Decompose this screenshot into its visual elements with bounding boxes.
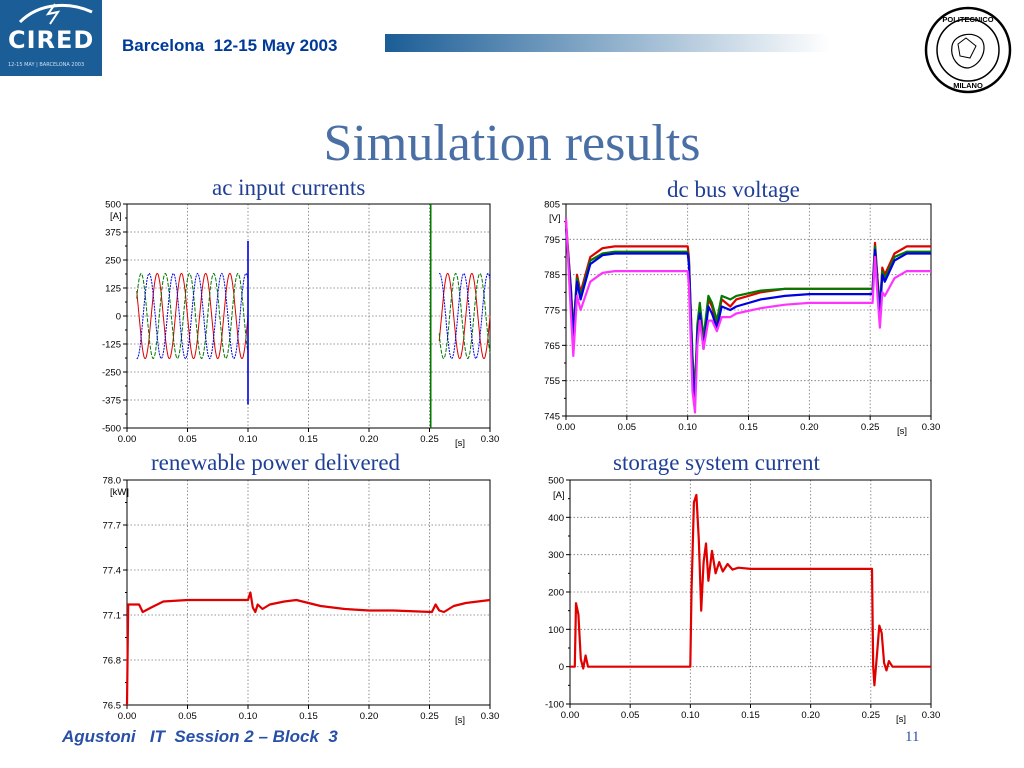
x-tick-label: 0.05 bbox=[621, 710, 640, 721]
series-line-blue bbox=[136, 272, 491, 360]
x-unit-label: [s] bbox=[896, 714, 906, 725]
x-tick-label: 0.05 bbox=[178, 711, 197, 722]
y-tick-label: 76.5 bbox=[103, 701, 122, 712]
y-tick-label: -125 bbox=[102, 340, 121, 351]
x-tick-label: 0.25 bbox=[861, 422, 880, 433]
y-tick-label: 795 bbox=[544, 235, 560, 246]
y-tick-label: 765 bbox=[544, 341, 560, 352]
logo-text: CIRED bbox=[8, 26, 95, 54]
y-tick-label: 77.4 bbox=[103, 566, 122, 577]
x-tick-label: 0.15 bbox=[299, 711, 318, 722]
x-unit-label: [s] bbox=[455, 438, 465, 449]
x-tick-label: 0.25 bbox=[420, 711, 439, 722]
y-tick-label: 775 bbox=[544, 306, 560, 317]
x-tick-label: 0.00 bbox=[118, 711, 137, 722]
y-tick-label: 805 bbox=[544, 200, 560, 211]
series-line-red bbox=[125, 591, 491, 706]
y-tick-label: 100 bbox=[548, 625, 564, 636]
y-tick-label: 77.7 bbox=[103, 521, 122, 532]
chart-title-storage-current: storage system current bbox=[613, 450, 820, 475]
y-unit-label: [kW] bbox=[110, 487, 129, 498]
y-unit-label: [A] bbox=[553, 490, 565, 501]
series-line-green bbox=[136, 272, 491, 360]
chart-title-dc-voltage: dc bus voltage bbox=[667, 177, 800, 202]
y-tick-label: 785 bbox=[544, 270, 560, 281]
x-tick-label: 0.10 bbox=[239, 711, 258, 722]
y-tick-label: 300 bbox=[548, 550, 564, 561]
x-tick-label: 0.20 bbox=[800, 422, 819, 433]
page-number: 11 bbox=[905, 729, 920, 745]
event-label: Barcelona 12-15 May 2003 bbox=[122, 36, 338, 55]
y-tick-label: 745 bbox=[544, 412, 560, 423]
series-line-red bbox=[570, 493, 931, 687]
y-tick-label: -100 bbox=[545, 700, 564, 711]
y-tick-label: 250 bbox=[105, 256, 121, 267]
x-tick-label: 0.20 bbox=[801, 710, 820, 721]
x-unit-label: [s] bbox=[455, 715, 465, 726]
y-tick-label: 76.8 bbox=[103, 656, 122, 667]
y-tick-label: 400 bbox=[548, 513, 564, 524]
x-tick-label: 0.10 bbox=[681, 710, 700, 721]
header-gradient-bar bbox=[385, 34, 830, 52]
seal-top-text: POLITECNICO bbox=[942, 15, 993, 24]
chart-title-renewable-power: renewable power delivered bbox=[151, 450, 401, 475]
x-unit-label: [s] bbox=[897, 426, 907, 437]
y-tick-label: 500 bbox=[105, 200, 121, 211]
chart-title-ac-currents: ac input currents bbox=[212, 175, 366, 200]
x-tick-label: 0.00 bbox=[557, 422, 576, 433]
y-tick-label: -500 bbox=[102, 424, 121, 435]
x-tick-label: 0.30 bbox=[481, 711, 500, 722]
x-tick-label: 0.05 bbox=[618, 422, 637, 433]
y-tick-label: 0 bbox=[116, 312, 121, 323]
cired-logo: CIRED 12-15 MAY | BARCELONA 2003 bbox=[0, 0, 102, 76]
x-tick-label: 0.10 bbox=[239, 434, 258, 445]
y-unit-label: [V] bbox=[549, 213, 561, 224]
x-tick-label: 0.20 bbox=[360, 434, 379, 445]
x-tick-label: 0.10 bbox=[678, 422, 697, 433]
y-tick-label: 375 bbox=[105, 228, 121, 239]
seal-bottom-text: MILANO bbox=[953, 81, 983, 90]
logo-subtext: 12-15 MAY | BARCELONA 2003 bbox=[8, 62, 85, 68]
y-tick-label: 0 bbox=[559, 662, 564, 673]
x-tick-label: 0.20 bbox=[360, 711, 379, 722]
x-tick-label: 0.30 bbox=[922, 710, 941, 721]
x-tick-label: 0.30 bbox=[922, 422, 941, 433]
x-tick-label: 0.25 bbox=[420, 434, 439, 445]
y-tick-label: 200 bbox=[548, 588, 564, 599]
x-tick-label: 0.15 bbox=[299, 434, 318, 445]
y-tick-label: -250 bbox=[102, 368, 121, 379]
x-tick-label: 0.25 bbox=[862, 710, 881, 721]
y-tick-label: 500 bbox=[548, 476, 564, 487]
x-tick-label: 0.30 bbox=[481, 434, 500, 445]
x-tick-label: 0.15 bbox=[741, 710, 760, 721]
y-tick-label: 755 bbox=[544, 376, 560, 387]
series-line-red bbox=[136, 273, 491, 359]
footer-author: Agustoni IT Session 2 – Block 3 bbox=[62, 727, 338, 746]
x-tick-label: 0.00 bbox=[118, 434, 137, 445]
plot-frame bbox=[126, 479, 491, 706]
plot-frame bbox=[565, 203, 932, 417]
x-tick-label: 0.00 bbox=[561, 710, 580, 721]
y-tick-label: 77.1 bbox=[103, 611, 122, 622]
slide-title: Simulation results bbox=[323, 115, 701, 172]
y-unit-label: [A] bbox=[110, 211, 122, 222]
y-tick-label: 125 bbox=[105, 284, 121, 295]
x-tick-label: 0.05 bbox=[178, 434, 197, 445]
y-tick-label: 78.0 bbox=[103, 476, 122, 487]
plot-frame bbox=[569, 479, 932, 705]
lightning-icon bbox=[18, 3, 93, 25]
politecnico-seal: POLITECNICO MILANO bbox=[924, 6, 1012, 94]
y-tick-label: -375 bbox=[102, 396, 121, 407]
x-tick-label: 0.15 bbox=[739, 422, 758, 433]
series-line-magenta bbox=[564, 218, 931, 414]
